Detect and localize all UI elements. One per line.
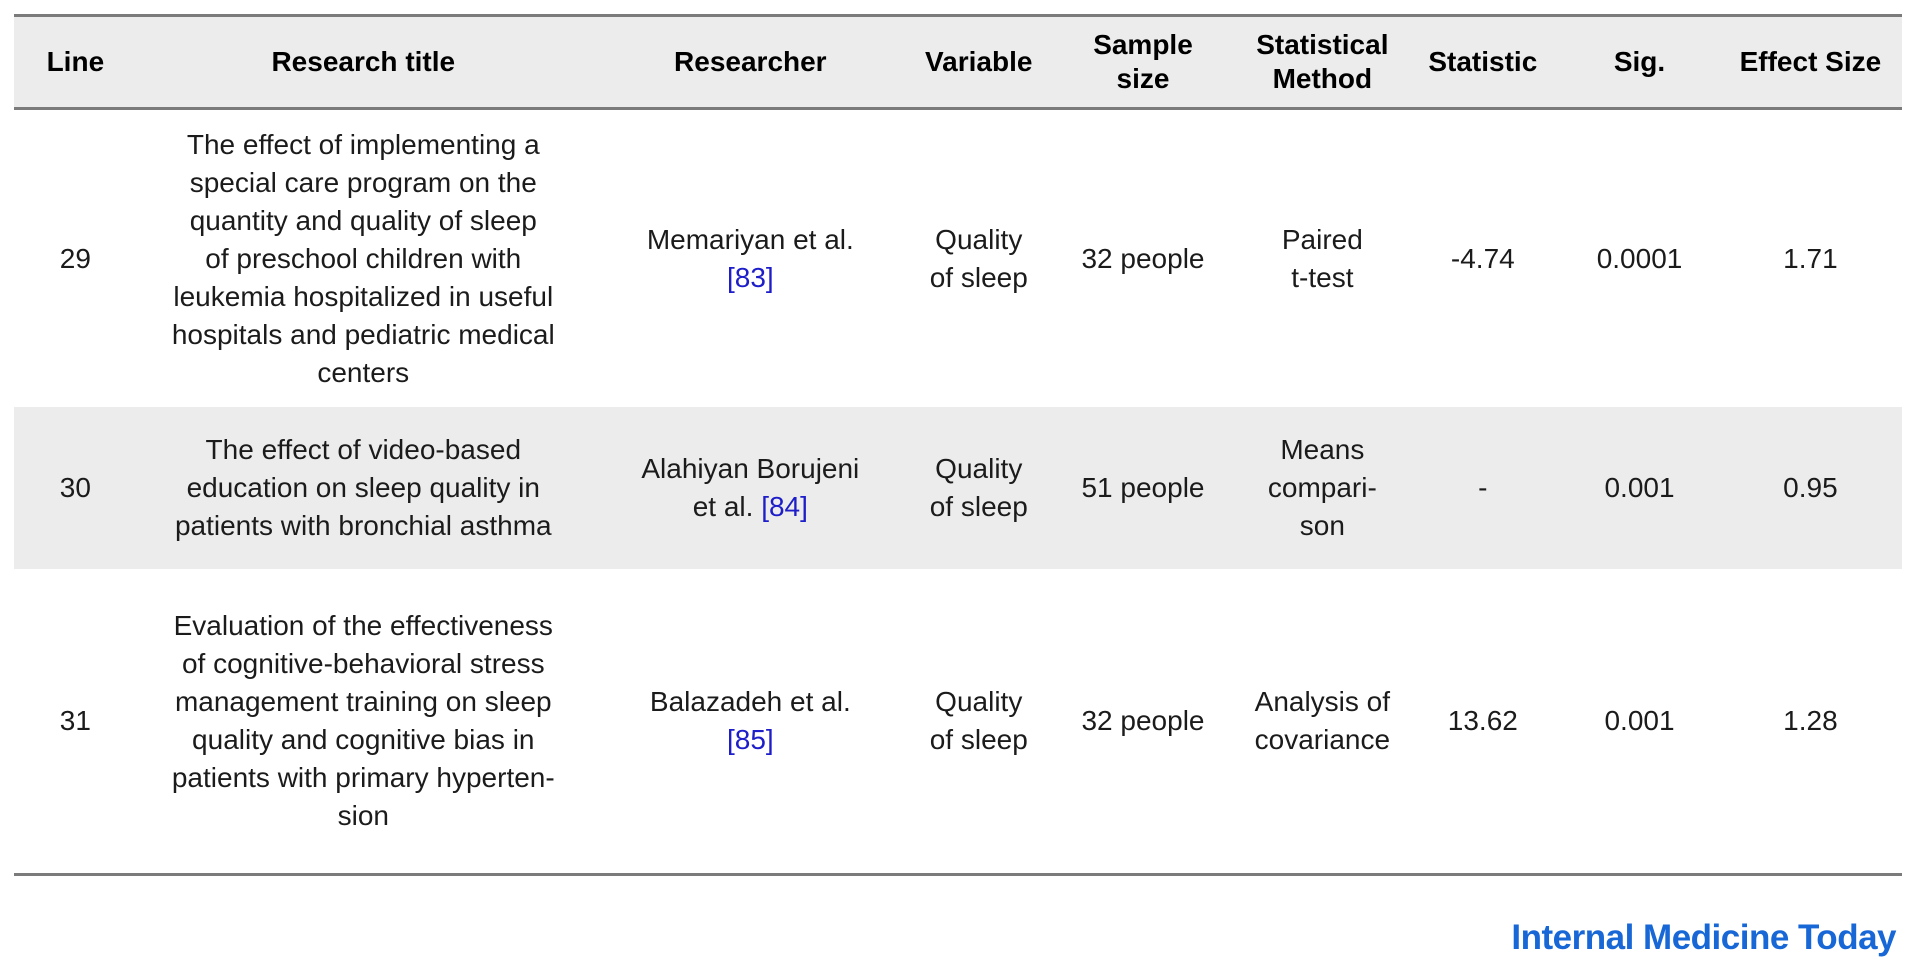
cell-title: The effect of implementing a special car… — [171, 128, 555, 388]
researcher-name: Memariyan et al. — [646, 223, 854, 255]
citation-link[interactable]: [84] — [761, 491, 808, 522]
citation-link[interactable]: [85] — [726, 724, 774, 755]
table-header-row: Line Research title Researcher Variable Samp… — [14, 15, 1902, 109]
cell-line: 30 — [59, 472, 91, 503]
cell-line: 29 — [59, 242, 91, 274]
cell-statistic: - — [1478, 472, 1488, 503]
cell-researcher: Memariyan et al. [83] — [590, 109, 911, 408]
cell-sample_size: 32 people — [1081, 705, 1205, 736]
column-header-line: Line — [46, 46, 105, 77]
results-table: Line Research title Researcher Variable Samp… — [14, 14, 1902, 876]
cell-statistic: -4.74 — [1450, 242, 1515, 274]
column-header-variable: Variable — [925, 46, 1033, 77]
cell-sig: 0.0001 — [1596, 242, 1683, 274]
table-row: 30 The effect of video-based education on… — [14, 407, 1902, 569]
cell-researcher: Alahiyan Borujeni et al. [84] — [590, 407, 911, 569]
cell-effect_size: 1.28 — [1783, 705, 1838, 736]
column-header-statistic: Statistic — [1428, 46, 1538, 77]
cell-effect_size: 0.95 — [1783, 472, 1838, 503]
cell-researcher: Balazadeh et al. [85] — [590, 569, 911, 875]
cell-line: 31 — [59, 705, 91, 736]
column-header-title: Research title — [271, 46, 456, 77]
cell-statistic: 13.62 — [1447, 705, 1518, 736]
cell-method: Analysis of covariance — [1254, 686, 1391, 755]
cell-sig: 0.001 — [1604, 705, 1675, 736]
table-row: 31 Evaluation of the effectiveness of cog… — [14, 569, 1902, 875]
researcher-name: Alahiyan Borujeni et al. — [641, 453, 860, 522]
column-header-sig: Sig. — [1613, 46, 1666, 77]
cell-variable: Quality of sleep — [929, 223, 1028, 293]
cell-method: Paired t-test — [1281, 223, 1363, 293]
cell-method: Means compari- son — [1267, 434, 1377, 541]
citation-link[interactable]: [83] — [726, 261, 774, 293]
cell-variable: Quality of sleep — [929, 686, 1028, 755]
column-header-sample_size: Sample size — [1093, 29, 1193, 94]
cell-effect_size: 1.71 — [1783, 242, 1838, 274]
cell-title: Evaluation of the effectiveness of cogni… — [171, 610, 555, 831]
researcher-name: Balazadeh et al. — [649, 686, 851, 717]
cell-title: The effect of video-based education on s… — [174, 434, 552, 541]
cell-sample_size: 51 people — [1081, 472, 1205, 503]
cell-sample_size: 32 people — [1081, 242, 1205, 274]
table-row: 29 The effect of implementing a special c… — [14, 109, 1902, 408]
journal-logo: Internal Medicine Today — [1511, 918, 1896, 957]
cell-variable: Quality of sleep — [929, 453, 1028, 522]
cell-sig: 0.001 — [1604, 472, 1675, 503]
footer: Internal Medicine Today — [14, 918, 1902, 958]
column-header-researcher: Researcher — [674, 46, 827, 77]
column-header-method: Statistical Method — [1256, 29, 1389, 94]
column-header-effect_size: Effect Size — [1739, 46, 1882, 77]
